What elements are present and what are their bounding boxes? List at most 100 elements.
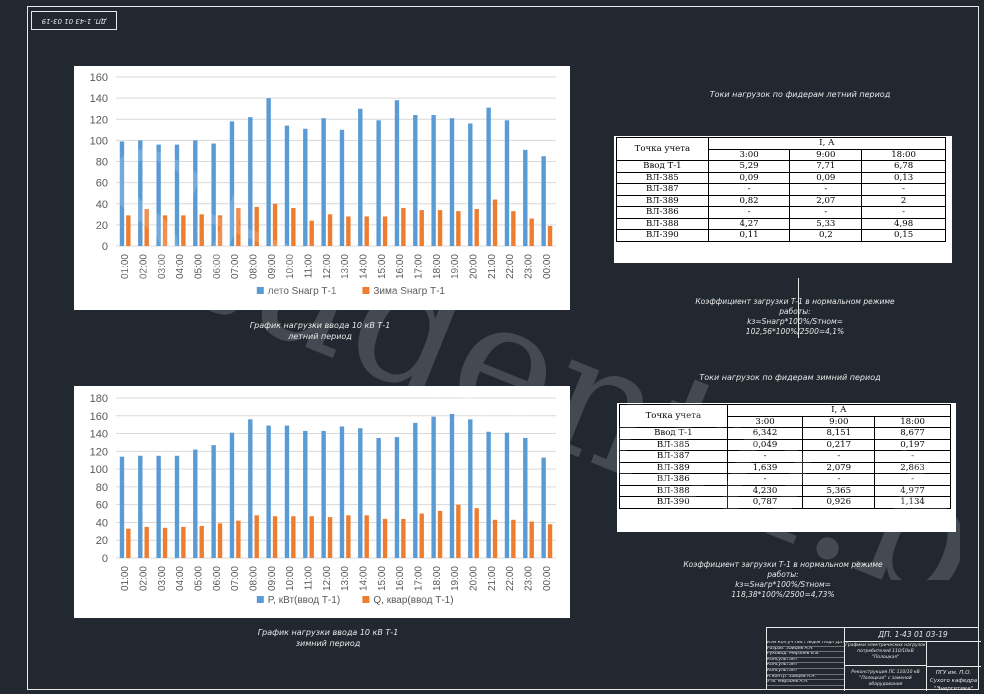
table-cell-point: ВЛ-386: [616, 206, 709, 219]
summer-chart-svg: 0 20 40 60 80 100 120 140 160 01:00 02:00 03:00 04:0…: [90, 72, 556, 297]
bar-series-2: [126, 528, 131, 558]
bar-series-2: [346, 515, 351, 558]
x-tick-label: 20:00: [469, 254, 480, 279]
bar-series-1: [541, 156, 546, 246]
bar-series-2: [492, 519, 498, 558]
table-cell-point: ВЛ-389: [616, 194, 709, 207]
table-cell-point: ВЛ-387: [619, 450, 728, 463]
table-cell-value: 0,09: [707, 171, 791, 184]
y-tick-label: 40: [96, 199, 108, 211]
title-block-organization: ПГУ им. П.О. Сухого кафедра "Энергетика": [926, 666, 980, 692]
y-tick-label: 120: [90, 446, 108, 458]
bar-series-1: [138, 140, 143, 246]
table-head-time: 18:00: [874, 415, 951, 428]
y-tick-label: 160: [90, 72, 108, 84]
title-block-code: ДП. 1-43 01 03-19: [844, 628, 981, 642]
winter-formula-line2: kз=Sнагр*100%/Sтном=: [735, 580, 831, 589]
bar-series-1: [449, 414, 455, 558]
table-cell-value: -: [789, 206, 863, 219]
bar-series-1: [321, 118, 326, 246]
table-row: ВЛ-386- - -: [619, 473, 951, 486]
winter-load-chart[interactable]: 0 20 40 60 80 100 120 140 160 180 01:00 02:00 03:00 0…: [74, 386, 570, 618]
table-head-current: I, А: [726, 404, 952, 417]
bar-series-2: [474, 508, 479, 558]
summer-load-chart[interactable]: 0 20 40 60 80 100 120 140 160 01:00 02:00 03:00 04:0…: [74, 66, 570, 310]
table-row: ВЛ-387- - -: [616, 183, 946, 196]
table-row: ВЛ-385 0,049 0,217 0,197: [619, 438, 951, 451]
bar-series-1: [303, 128, 308, 246]
legend-label: P, кВт(ввод Т-1): [268, 595, 340, 606]
bar-series-1: [229, 121, 235, 246]
bar-series-1: [156, 144, 161, 246]
bar-series-1: [541, 457, 546, 558]
bar-series-2: [181, 526, 186, 558]
bar-series-1: [211, 445, 216, 558]
table-cell-value: 0,15: [861, 229, 946, 242]
table-cell-value: 0,197: [874, 438, 951, 451]
x-tick-label: 21:00: [487, 566, 498, 591]
legend-label: лето Sнагр Т-1: [268, 286, 337, 297]
bar-series-1: [174, 144, 180, 246]
bar-series-1: [138, 455, 143, 558]
y-tick-label: 60: [96, 178, 108, 190]
legend-swatch: [256, 596, 264, 603]
y-tick-label: 20: [96, 220, 108, 232]
bar-series-2: [547, 225, 553, 246]
x-tick-label: 05:00: [194, 566, 205, 591]
x-tick-label: 13:00: [340, 566, 351, 591]
table-cell-value: -: [874, 473, 951, 486]
table-row: Ввод Т-1 6,342 8,151 8,677: [619, 427, 951, 440]
table-cell-value: 0,13: [861, 171, 946, 184]
table-cell-value: 6,78: [861, 160, 946, 173]
bar-series-2: [144, 526, 149, 558]
table-cell-value: -: [789, 183, 863, 196]
table-head-point: Точка учета: [616, 137, 709, 161]
bar-series-2: [327, 214, 333, 246]
y-tick-label: 160: [90, 411, 108, 423]
table-cell-value: 5,365: [802, 484, 876, 497]
bar-series-2: [217, 215, 223, 246]
x-tick-label: 23:00: [524, 254, 535, 279]
table-head-current: I, А: [707, 137, 947, 150]
bar-series-2: [291, 207, 296, 246]
x-tick-label: 07:00: [230, 566, 241, 591]
x-tick-label: 02:00: [139, 254, 150, 279]
y-tick-label: 80: [96, 157, 108, 169]
bar-series-2: [511, 211, 516, 246]
table-cell-value: 0,2: [789, 229, 863, 242]
bar-series-2: [217, 523, 223, 558]
x-tick-label: 05:00: [194, 254, 205, 279]
bar-series-1: [229, 432, 235, 558]
table-cell-value: -: [861, 206, 946, 219]
bar-series-1: [358, 108, 363, 246]
summer-current-table: Точка учета I, А 3:00 9:00 18:00 Ввод Т-…: [614, 136, 952, 263]
bar-series-1: [193, 140, 198, 246]
bar-series-2: [254, 515, 259, 558]
x-tick-label: 23:00: [524, 566, 535, 591]
table-cell-value: 0,82: [707, 194, 791, 207]
bar-series-1: [156, 455, 161, 558]
table-row: ВЛ-386- - -: [616, 206, 946, 219]
x-tick-label: 01:00: [120, 566, 131, 591]
table-cell-value: 0,11: [707, 229, 791, 242]
summer-load-factor: Коэффициент загрузки Т-1 в нормальном ре…: [680, 297, 910, 337]
bar-series-1: [431, 115, 436, 247]
table-cell-value: 5,29: [707, 160, 791, 173]
table-cell-point: Ввод Т-1: [616, 160, 709, 173]
y-tick-label: 80: [96, 482, 108, 494]
winter-current-table: Точка учета I, А 3:00 9:00 18:00 Ввод Т-…: [617, 403, 956, 532]
title-block-row: Консультант: [767, 658, 844, 664]
summer-chart-caption: График нагрузки ввода 10 кВ Т-1 летний п…: [210, 320, 430, 342]
table-cell-value: 4,230: [726, 484, 804, 497]
title-block-row: Изм Кол.уч Лист №док Подп Дата: [767, 641, 844, 647]
bar-series-2: [456, 504, 461, 558]
winter-formula-line1: Коэффициент загрузки Т-1 в нормальном ре…: [683, 560, 883, 579]
bar-series-2: [199, 214, 204, 246]
title-block-row: Разраб. Зайцев А.А.: [767, 647, 844, 653]
table-cell-value: -: [874, 450, 951, 463]
table-cell-point: ВЛ-389: [619, 461, 728, 474]
table-cell-value: 2,079: [802, 461, 876, 474]
x-tick-label: 19:00: [450, 566, 461, 591]
x-tick-label: 00:00: [542, 254, 553, 279]
bar-series-1: [394, 100, 400, 246]
